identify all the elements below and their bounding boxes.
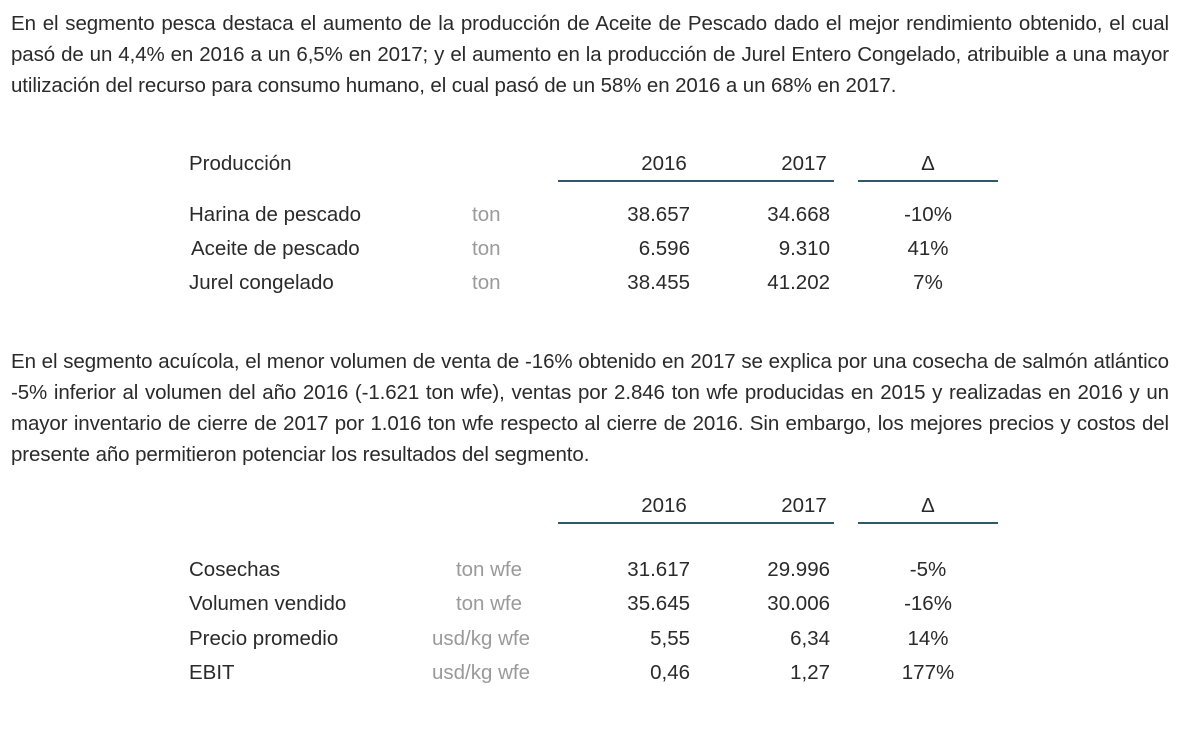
value-2017: 29.996	[767, 558, 830, 581]
value-2017: 6,34	[790, 627, 830, 650]
row-label: Volumen vendido	[189, 592, 347, 615]
row-label: Cosechas	[189, 558, 281, 581]
column-header-delta: Δ	[921, 494, 935, 517]
table-title: Producción	[189, 152, 292, 175]
value-2016: 6.596	[638, 237, 690, 260]
row-label: Jurel congelado	[189, 271, 334, 294]
value-delta: -16%	[904, 592, 952, 615]
column-header-2017: 2017	[781, 494, 827, 517]
value-2016: 35.645	[627, 592, 690, 615]
row-unit: ton wfe	[455, 592, 523, 615]
row-unit: usd/kg wfe	[432, 661, 530, 684]
value-delta: 41%	[907, 237, 949, 260]
value-delta: -10%	[904, 203, 952, 226]
value-delta: -5%	[909, 558, 947, 581]
row-label: Aceite de pescado	[191, 237, 360, 260]
value-2017: 1,27	[790, 661, 830, 684]
value-2016: 31.617	[627, 558, 690, 581]
value-2016: 5,55	[650, 627, 690, 650]
value-delta: 7%	[913, 271, 943, 294]
value-2016: 0,46	[650, 661, 690, 684]
column-header-2016: 2016	[641, 494, 687, 517]
row-unit: ton	[472, 237, 501, 260]
value-2017: 9.310	[778, 237, 830, 260]
row-unit: usd/kg wfe	[432, 627, 530, 650]
row-label: EBIT	[189, 661, 235, 684]
header-rule-delta	[858, 522, 998, 524]
row-unit: ton wfe	[455, 558, 523, 581]
row-label: Harina de pescado	[189, 203, 362, 226]
header-rule-delta	[858, 180, 998, 182]
row-label: Precio promedio	[189, 627, 339, 650]
value-2016: 38.455	[627, 271, 690, 294]
value-2016: 38.657	[627, 203, 690, 226]
value-delta: 177%	[901, 661, 955, 684]
column-header-2017: 2017	[781, 152, 827, 175]
value-2017: 34.668	[767, 203, 830, 226]
column-header-2016: 2016	[641, 152, 687, 175]
header-rule-years	[558, 180, 834, 182]
value-delta: 14%	[907, 627, 949, 650]
row-unit: ton	[472, 203, 501, 226]
header-rule-years	[558, 522, 834, 524]
row-unit: ton	[472, 271, 501, 294]
value-2017: 30.006	[767, 592, 830, 615]
paragraph-acuicola: En el segmento acuícola, el menor volume…	[11, 350, 1169, 466]
paragraph-pesca: En el segmento pesca destaca el aumento …	[11, 12, 1169, 97]
value-2017: 41.202	[767, 271, 830, 294]
column-header-delta: Δ	[921, 152, 935, 175]
